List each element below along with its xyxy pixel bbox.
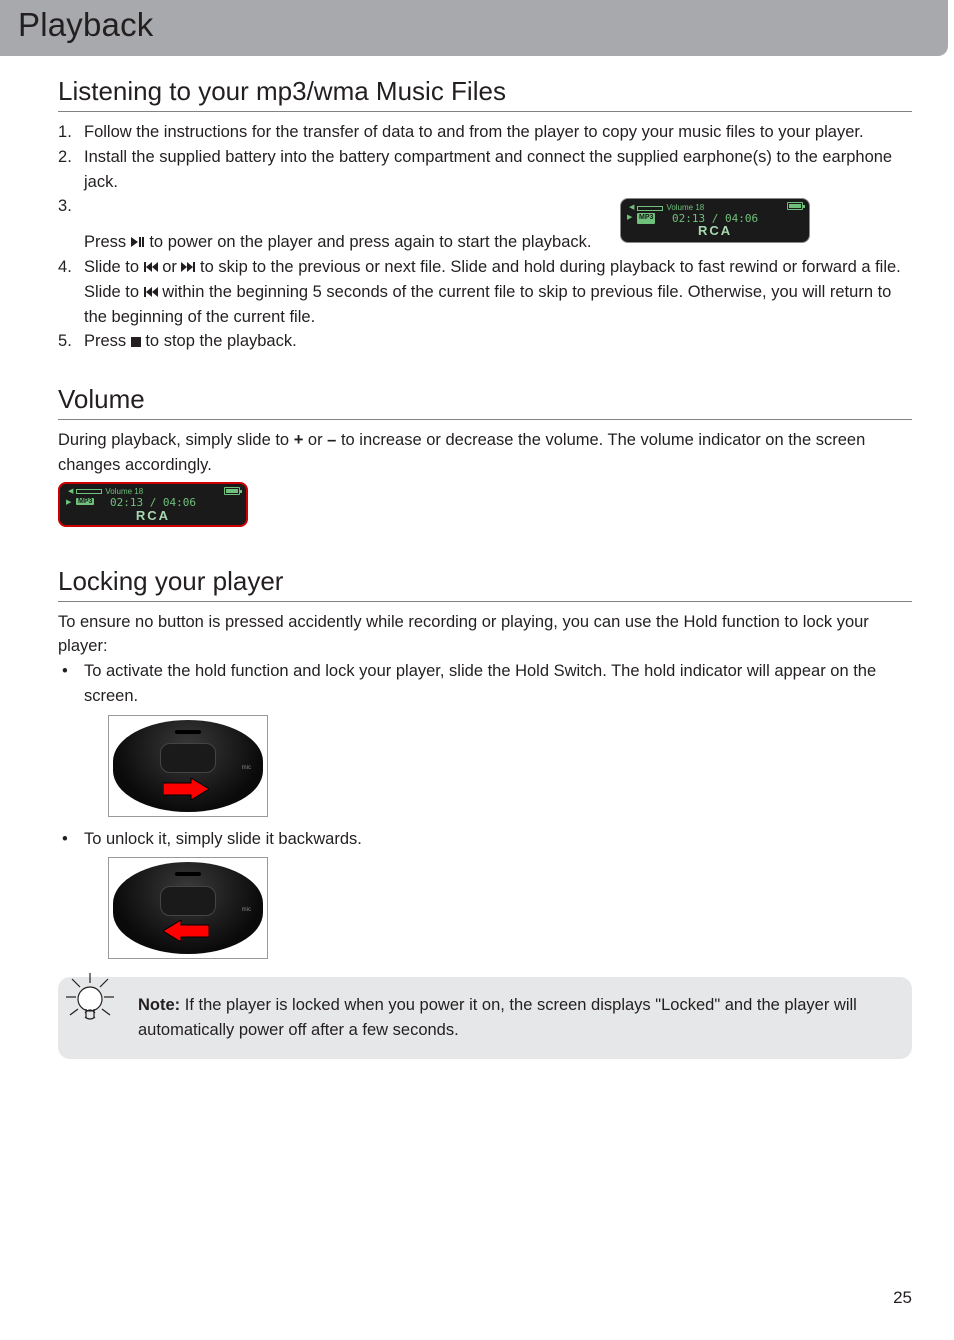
device-lock-image: – ⌂ mic [108, 715, 268, 817]
note-label: Note: [138, 996, 180, 1014]
arrow-left-icon [163, 920, 209, 942]
volume-section: Volume During playback, simply slide to … [58, 384, 912, 536]
page-title: Playback [18, 6, 930, 44]
listening-heading: Listening to your mp3/wma Music Files [58, 76, 912, 112]
section-header: Playback [0, 0, 948, 56]
step-1: Follow the instructions for the transfer… [58, 120, 912, 145]
locking-section: Locking your player To ensure no button … [58, 566, 912, 1059]
skip-forward-icon [181, 256, 195, 268]
lcd-screenshot-highlighted: ◀Volume 18 ▶ MP3 02:13 / 04:06 RCA [58, 482, 248, 527]
listening-section: Listening to your mp3/wma Music Files Fo… [58, 76, 912, 354]
step-2: Install the supplied battery into the ba… [58, 145, 912, 195]
lock-bullet-2: To unlock it, simply slide it backwards.… [58, 827, 912, 960]
volume-heading: Volume [58, 384, 912, 420]
page-number: 25 [893, 1288, 912, 1308]
volume-body: During playback, simply slide to + or – … [58, 428, 912, 478]
lightbulb-icon [58, 969, 122, 1033]
lcd-screenshot: ◀Volume 18 ▶ MP3 02:13 / 04:06 RCA [620, 198, 810, 243]
lock-bullet-1: To activate the hold function and lock y… [58, 659, 912, 817]
locking-heading: Locking your player [58, 566, 912, 602]
skip-back-icon [144, 256, 158, 268]
skip-back-icon [144, 281, 158, 293]
note-text: If the player is locked when you power i… [138, 996, 857, 1039]
listening-steps: Follow the instructions for the transfer… [58, 120, 912, 354]
device-unlock-image: – ⌂ mic [108, 857, 268, 959]
locking-intro: To ensure no button is pressed accidentl… [58, 610, 912, 660]
locking-bullets: To activate the hold function and lock y… [58, 659, 912, 959]
step-5: Press to stop the playback. [58, 329, 912, 354]
step-3: Press to power on the player and press a… [58, 194, 912, 255]
stop-icon [131, 337, 141, 347]
arrow-right-icon [163, 778, 209, 800]
main-content: Listening to your mp3/wma Music Files Fo… [0, 56, 954, 1059]
note-callout: Note: If the player is locked when you p… [58, 977, 912, 1059]
step-4: Slide to or to skip to the previous or n… [58, 255, 912, 329]
play-pause-icon [131, 231, 145, 243]
